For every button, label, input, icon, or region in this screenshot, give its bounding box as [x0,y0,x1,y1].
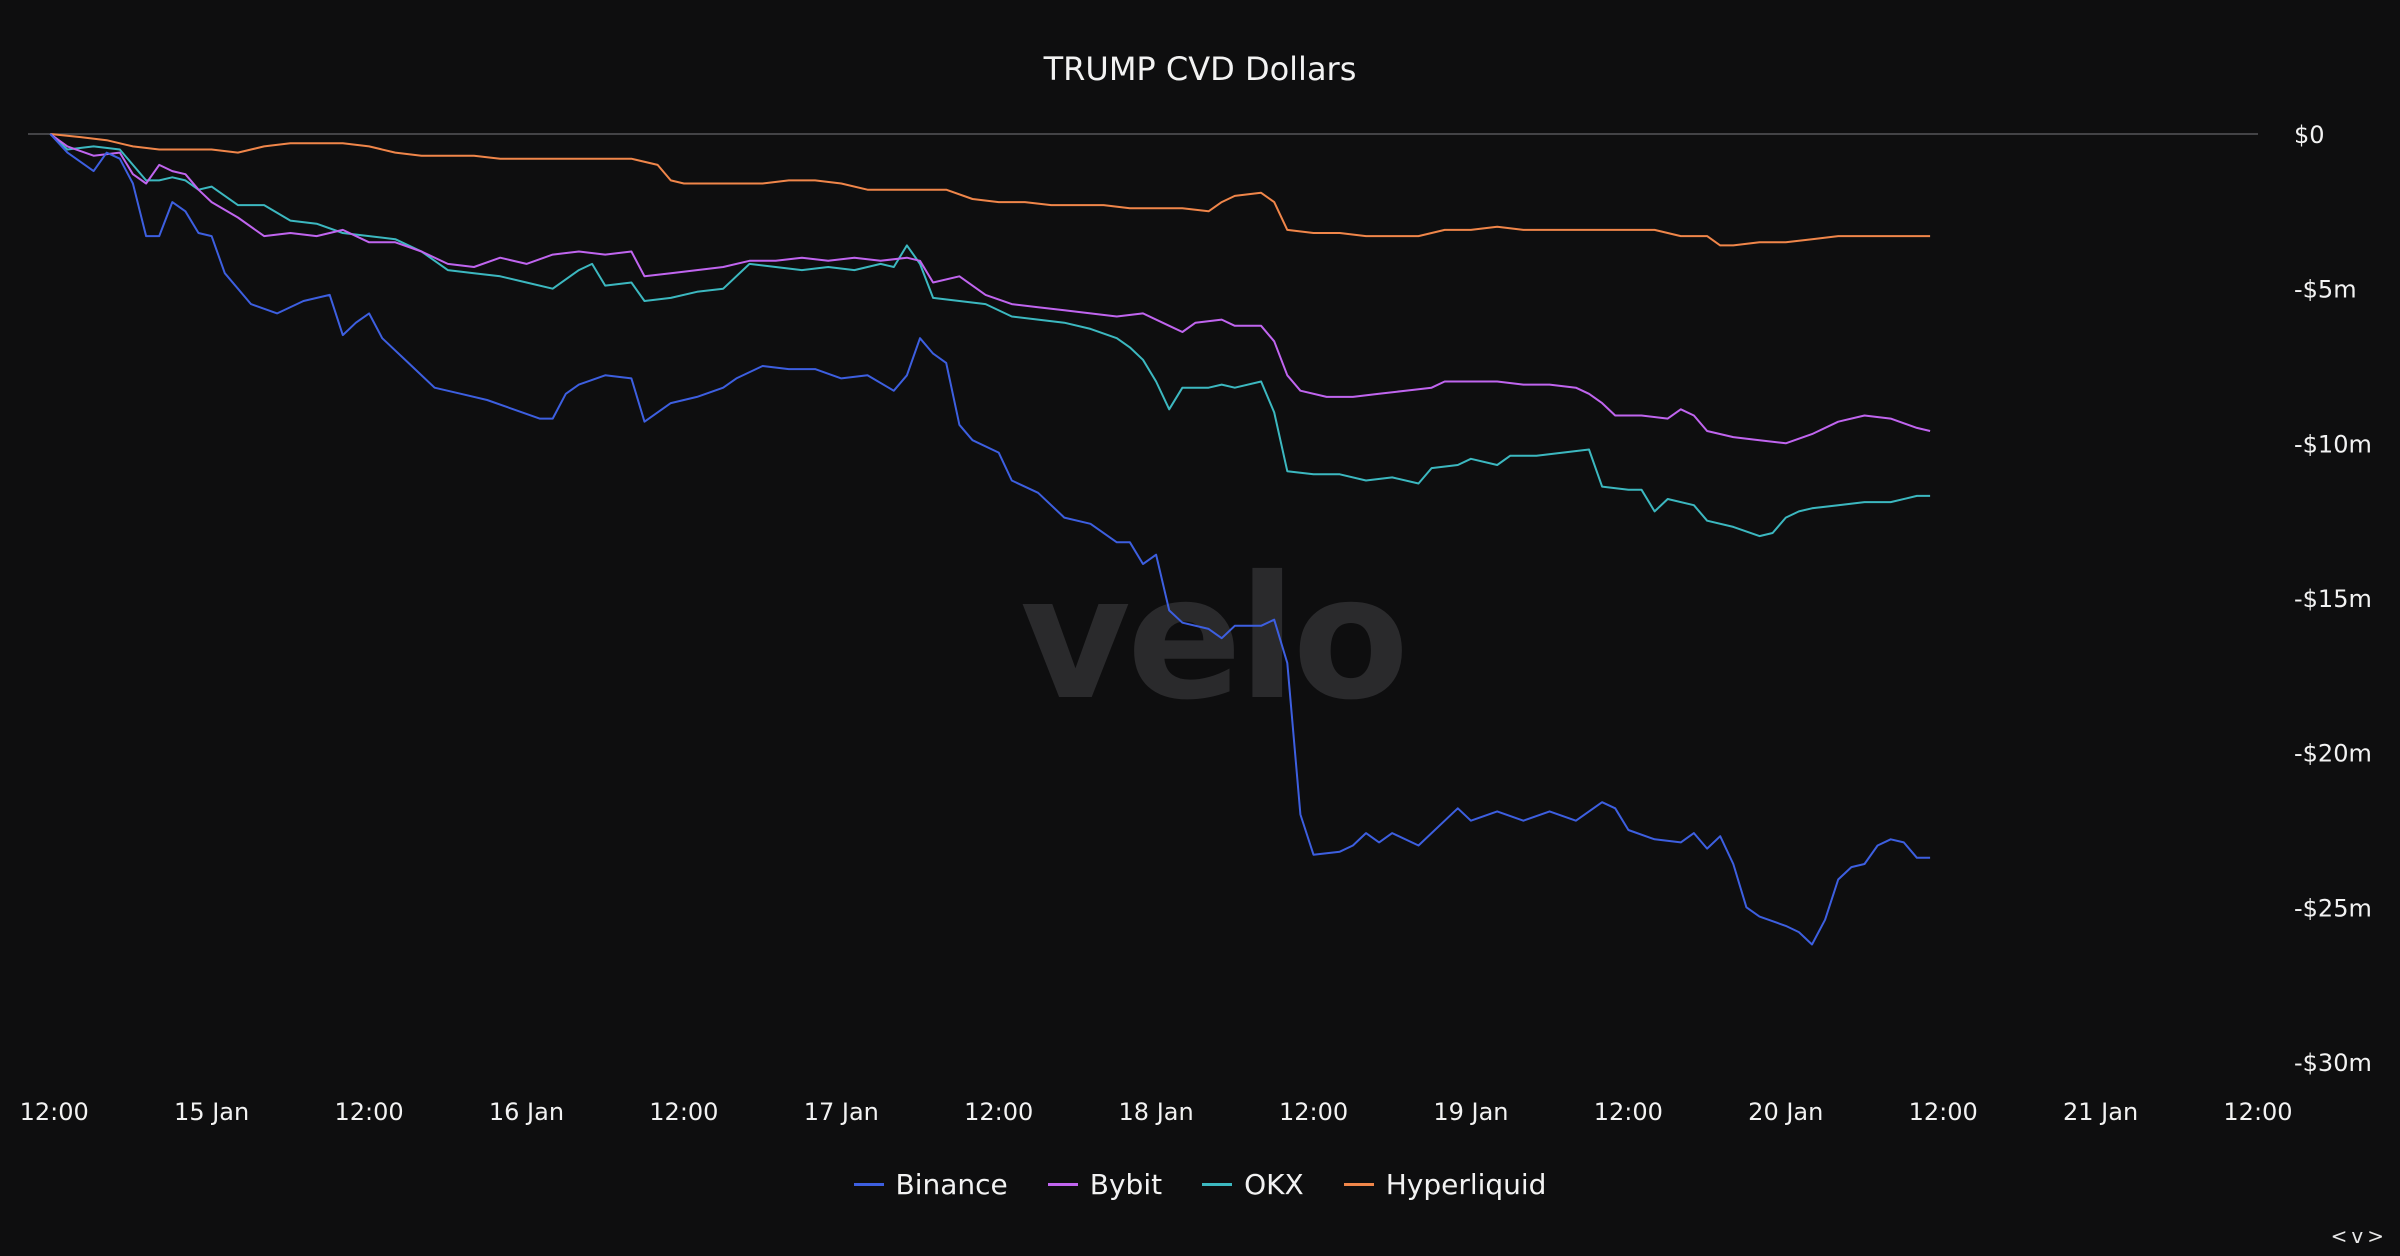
legend-swatch-bybit [1047,1183,1078,1186]
legend-label-okx: OKX [1244,1168,1304,1201]
legend-item-hyperliquid[interactable]: Hyperliquid [1343,1168,1547,1201]
x-tick-label: 16 Jan [489,1098,564,1126]
legend-swatch-okx [1202,1183,1233,1186]
y-tick-label: -$30m [2294,1049,2372,1077]
y-tick-label: -$25m [2294,894,2372,922]
x-tick-label: 12:00 [334,1098,403,1126]
x-tick-label: 15 Jan [174,1098,249,1126]
y-tick-label: -$15m [2294,585,2372,613]
x-tick-label: 18 Jan [1119,1098,1194,1126]
x-tick-label: 12:00 [649,1098,718,1126]
legend-label-bybit: Bybit [1089,1168,1163,1201]
y-tick-label: $0 [2294,121,2325,149]
chart-legend: Binance Bybit OKX Hyperliquid [0,1168,2400,1201]
series-line-hyperliquid[interactable] [50,133,1931,247]
series-line-bybit[interactable] [49,133,1931,445]
legend-item-okx[interactable]: OKX [1202,1168,1304,1201]
x-tick-label: 17 Jan [804,1098,879,1126]
y-tick-label: -$5m [2294,276,2357,304]
x-tick-label: 19 Jan [1433,1098,1508,1126]
nav-toggle-icon[interactable]: v [2351,1224,2364,1248]
chart-nav-controls: < v > [2329,1224,2386,1248]
legend-swatch-hyperliquid [1343,1183,1374,1186]
x-tick-label: 12:00 [1279,1098,1348,1126]
series-line-binance[interactable] [49,133,1931,946]
x-tick-label: 12:00 [1594,1098,1663,1126]
legend-item-bybit[interactable]: Bybit [1047,1168,1163,1201]
series-line-okx[interactable] [49,133,1931,538]
x-tick-label: 12:00 [1909,1098,1978,1126]
legend-label-hyperliquid: Hyperliquid [1385,1168,1547,1201]
y-tick-label: -$20m [2294,740,2372,768]
y-tick-label: -$10m [2294,430,2372,458]
chart-title: TRUMP CVD Dollars [1043,50,1357,88]
nav-next-icon[interactable]: > [2367,1224,2384,1248]
x-tick-label: 12:00 [2223,1098,2292,1126]
nav-prev-icon[interactable]: < [2330,1224,2348,1248]
series-layer [49,133,1931,946]
legend-swatch-binance [853,1183,884,1186]
x-tick-label: 12:00 [964,1098,1033,1126]
y-axis-ticks: $0 -$5m -$10m -$15m -$20m -$25m -$30m [2294,121,2372,1077]
velo-watermark: velo [1020,540,1409,738]
x-tick-label: 21 Jan [2063,1098,2138,1126]
x-axis-ticks: 12:00 15 Jan 12:00 16 Jan 12:00 17 Jan 12:00 18… [20,1098,2293,1126]
x-tick-label: 20 Jan [1748,1098,1823,1126]
x-tick-label: 12:00 [20,1098,89,1126]
legend-label-binance: Binance [895,1168,1008,1201]
legend-item-binance[interactable]: Binance [853,1168,1008,1201]
